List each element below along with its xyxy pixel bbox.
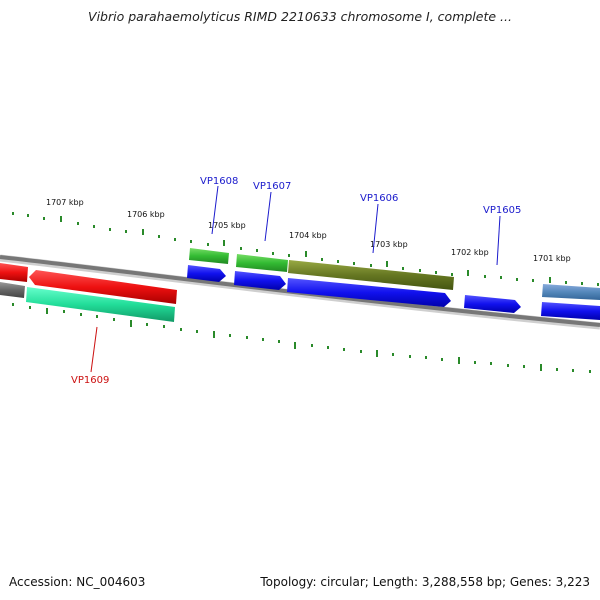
tick-label-1701: 1701 kbp (533, 254, 571, 263)
tick-label-1706: 1706 kbp (127, 210, 165, 219)
outer-tick-ring (12, 212, 599, 286)
outer-feature-band (189, 248, 600, 300)
feature-green-2[interactable] (236, 254, 288, 272)
leader-vp1607 (264, 191, 272, 242)
cds-vp1608[interactable] (187, 265, 226, 282)
tick-label-1704: 1704 kbp (289, 231, 327, 240)
cds-vp1604[interactable] (541, 302, 600, 320)
inner-tick-ring (12, 303, 591, 373)
tick-label-1702: 1702 kbp (451, 248, 489, 257)
forward-cds-track (187, 265, 600, 320)
feature-olive[interactable] (288, 260, 454, 290)
leader-vp1608 (211, 185, 219, 235)
map-title: Vibrio parahaemolyticus RIMD 2210633 chr… (88, 9, 512, 24)
leader-vp1606 (372, 203, 379, 254)
tick-label-1705: 1705 kbp (208, 221, 246, 230)
cds-vp1605[interactable] (464, 295, 521, 313)
gene-label-vp1607[interactable]: VP1607 (253, 181, 291, 192)
gene-leaders (90, 185, 501, 373)
accession-label: Accession: NC_004603 (9, 575, 146, 589)
feature-steel[interactable] (542, 284, 600, 300)
gene-label-vp1609[interactable]: VP1609 (71, 375, 109, 386)
reverse-cds-track (0, 263, 177, 322)
feature-teal[interactable] (26, 287, 175, 322)
cds-vp1609[interactable] (29, 270, 177, 304)
cds-reverse-left[interactable] (0, 263, 28, 282)
gene-label-vp1608[interactable]: VP1608 (200, 176, 238, 187)
tick-label-1703: 1703 kbp (370, 240, 408, 249)
leader-vp1605 (496, 215, 501, 266)
feature-gray-left[interactable] (0, 282, 25, 298)
cds-vp1606[interactable] (287, 278, 451, 307)
tick-label-1707: 1707 kbp (46, 198, 84, 207)
genome-summary: Topology: circular; Length: 3,288,558 bp… (260, 575, 590, 589)
genome-backbone (0, 255, 600, 327)
gene-label-vp1605[interactable]: VP1605 (483, 205, 521, 216)
gene-label-vp1606[interactable]: VP1606 (360, 193, 398, 204)
leader-vp1609 (90, 326, 98, 373)
cds-vp1607[interactable] (234, 271, 286, 290)
feature-green-1[interactable] (189, 248, 229, 264)
